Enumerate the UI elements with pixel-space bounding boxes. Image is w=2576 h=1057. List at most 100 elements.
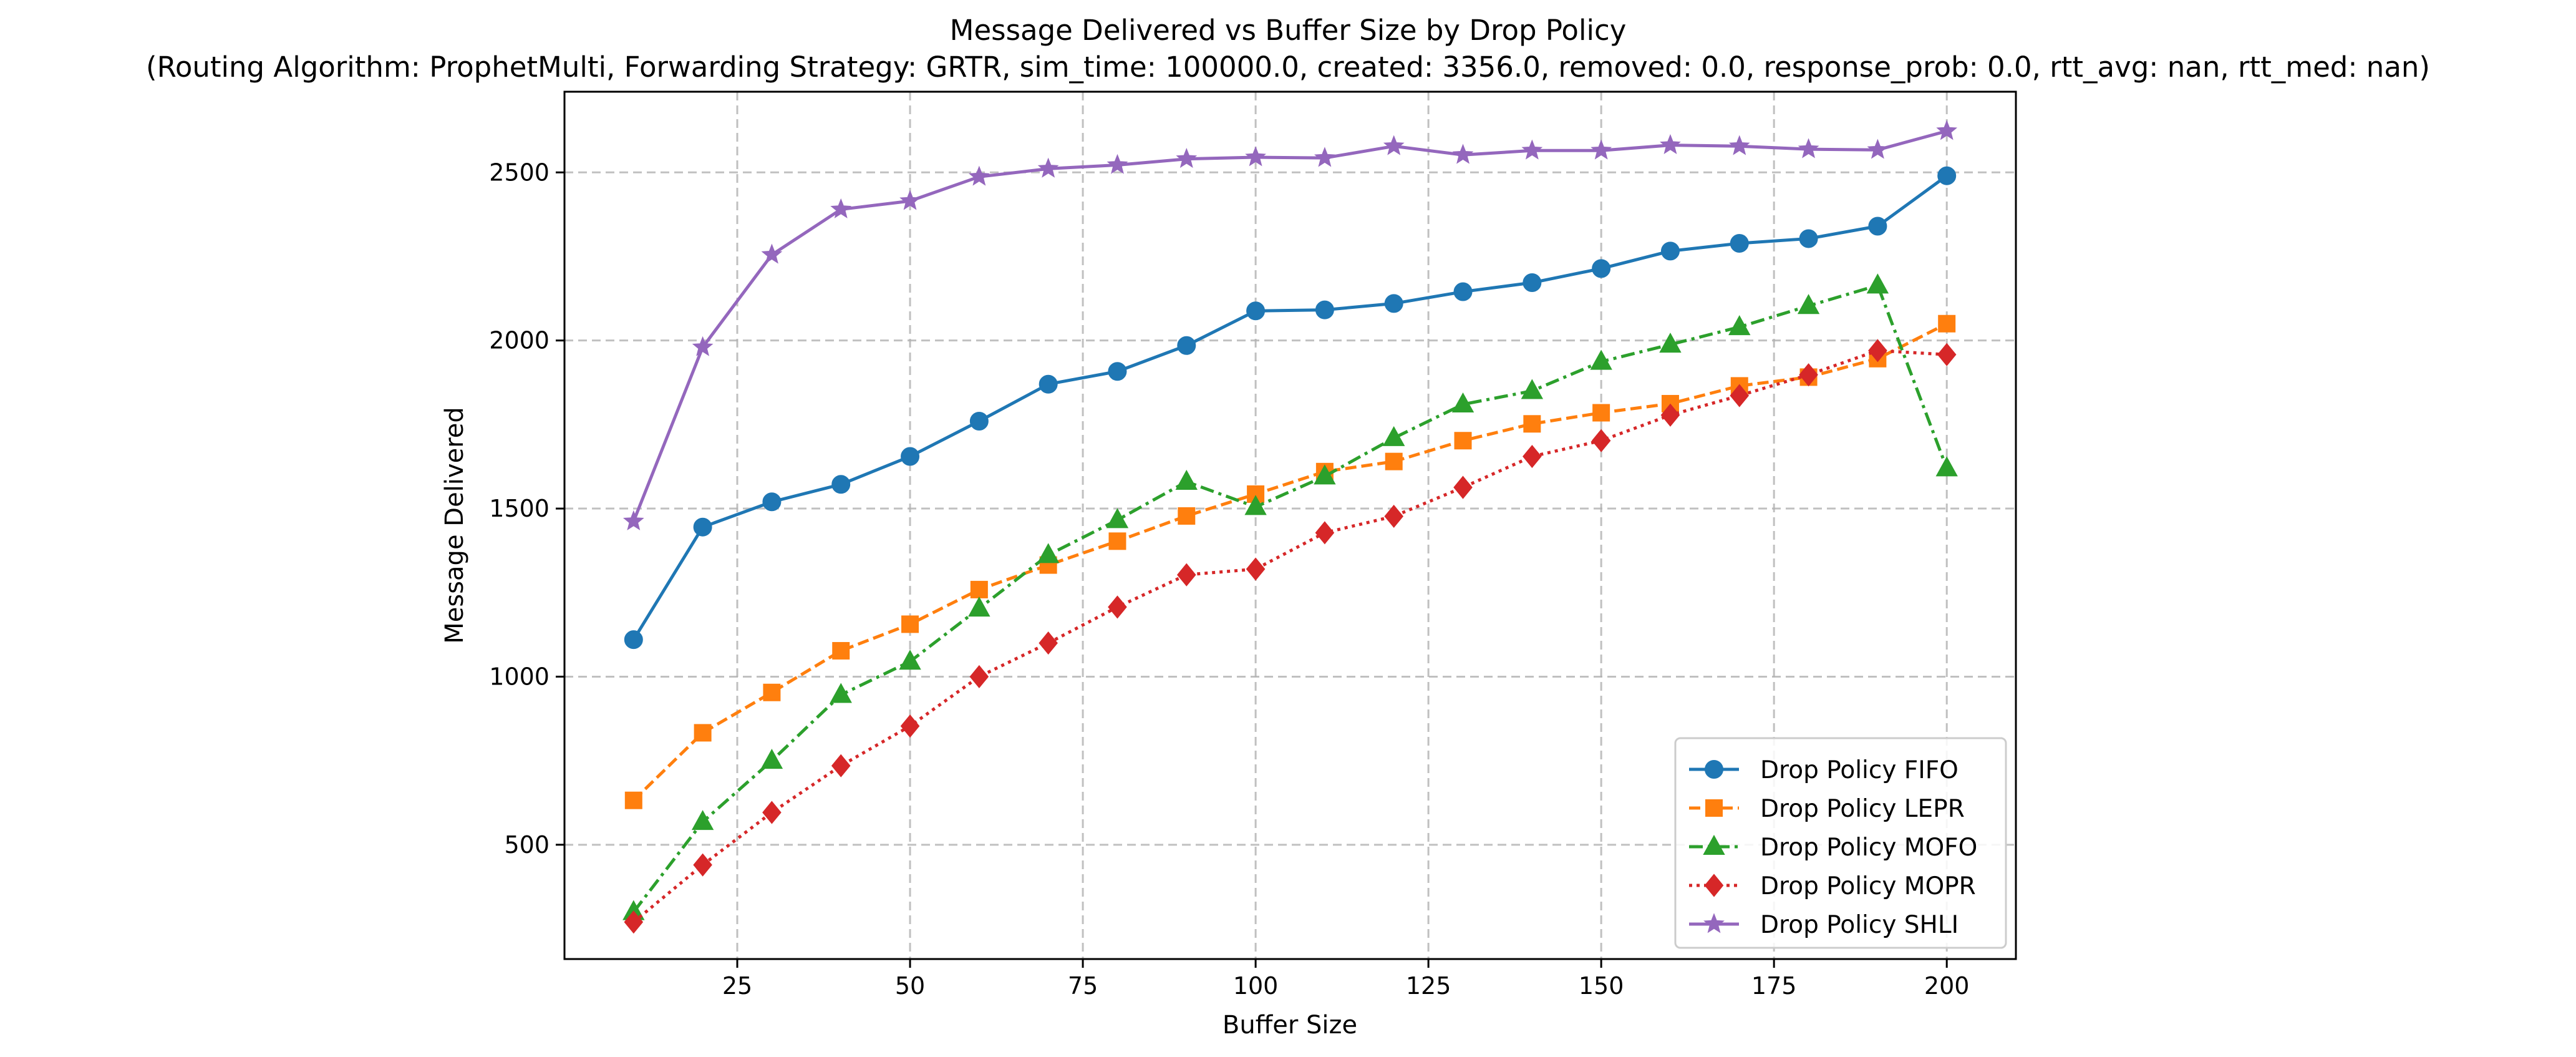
- legend-label: Drop Policy SHLI: [1760, 911, 1959, 939]
- data-point: [1108, 595, 1127, 619]
- data-point: [1798, 138, 1819, 158]
- legend-entry: Drop Policy MOFO: [1689, 834, 1977, 862]
- data-point: [1728, 135, 1750, 155]
- data-point: [1590, 349, 1612, 370]
- legend-marker: [1705, 799, 1723, 817]
- data-point: [1037, 157, 1059, 178]
- y-axis-ticks: 500 1000 1500 2000 2500: [489, 158, 564, 859]
- data-point: [1384, 504, 1404, 528]
- data-point: [1660, 403, 1680, 427]
- data-point: [831, 475, 851, 494]
- series-line: [632, 322, 1948, 802]
- data-point: [1591, 429, 1611, 452]
- chart-title: Message Delivered vs Buffer Size by Drop…: [950, 14, 1627, 47]
- data-point: [1245, 146, 1266, 167]
- series-line: [632, 129, 1947, 522]
- data-point: [1937, 166, 1957, 185]
- data-point: [1660, 134, 1681, 155]
- x-axis-ticks: 25 50 75 100 125 150 175 200: [722, 959, 1970, 1000]
- data-point: [1936, 120, 1958, 140]
- data-point: [1523, 444, 1542, 469]
- data-point: [830, 198, 852, 218]
- data-point: [1935, 456, 1958, 477]
- data-point: [1384, 294, 1403, 313]
- data-point: [1176, 563, 1196, 587]
- data-point: [1037, 543, 1060, 563]
- data-point: [1315, 521, 1335, 545]
- legend: Drop Policy FIFO Drop Policy LEPR Drop Pol…: [1674, 737, 2007, 949]
- data-point: [899, 190, 921, 210]
- legend-marker: [1703, 913, 1725, 933]
- data-point: [901, 615, 919, 633]
- data-point: [1523, 415, 1541, 433]
- data-point: [900, 714, 920, 738]
- data-point: [1178, 507, 1196, 525]
- data-point: [968, 165, 990, 186]
- legend-entry: Drop Policy SHLI: [1689, 911, 1959, 939]
- data-point: [1453, 475, 1473, 499]
- x-tick-label: 200: [1924, 972, 1970, 1000]
- data-point: [1523, 273, 1542, 293]
- series-drop-policy-mofo: [622, 273, 1958, 920]
- y-tick-label: 2000: [489, 327, 550, 354]
- data-point: [1246, 301, 1266, 321]
- legend-marker: [1704, 874, 1724, 897]
- data-point: [691, 810, 714, 830]
- x-tick-label: 25: [722, 972, 752, 1000]
- data-point: [762, 492, 782, 512]
- x-tick-label: 75: [1068, 972, 1098, 1000]
- x-tick-label: 175: [1751, 972, 1797, 1000]
- data-point: [694, 724, 712, 742]
- x-tick-label: 100: [1233, 972, 1279, 1000]
- data-point: [693, 853, 712, 877]
- data-point: [1315, 300, 1334, 319]
- legend-box: [1674, 737, 2007, 949]
- data-point: [1867, 139, 1889, 159]
- x-tick-label: 50: [895, 972, 925, 1000]
- data-point: [1246, 557, 1266, 581]
- y-tick-label: 500: [504, 831, 550, 859]
- x-gridlines: [736, 92, 1948, 959]
- legend-entry: Drop Policy LEPR: [1689, 795, 1965, 823]
- data-point: [969, 411, 989, 431]
- data-point: [969, 665, 989, 689]
- series-drop-policy-mopr: [624, 339, 1957, 934]
- data-point: [1383, 426, 1405, 446]
- data-point: [624, 630, 643, 650]
- data-point: [1730, 233, 1749, 253]
- data-point: [1866, 273, 1889, 294]
- data-point: [1106, 153, 1128, 174]
- data-point: [1592, 259, 1611, 278]
- data-point: [1385, 452, 1403, 470]
- series-drop-policy-shli: [622, 120, 1958, 530]
- data-point: [1728, 315, 1751, 336]
- legend-entry: Drop Policy MOPR: [1689, 872, 1976, 900]
- data-point: [1451, 392, 1474, 413]
- series-line: [632, 349, 1947, 923]
- x-tick-label: 125: [1406, 972, 1451, 1000]
- data-point: [1592, 404, 1610, 422]
- data-point: [692, 336, 714, 356]
- y-tick-label: 2500: [489, 158, 550, 186]
- data-point: [761, 243, 783, 264]
- data-point: [622, 510, 644, 530]
- data-point: [624, 910, 644, 934]
- y-tick-label: 1500: [489, 495, 550, 522]
- data-point: [970, 580, 988, 598]
- series-line: [632, 283, 1949, 913]
- legend-label: Drop Policy MOFO: [1760, 834, 1977, 862]
- data-point: [1244, 495, 1267, 515]
- x-tick-label: 150: [1579, 972, 1624, 1000]
- data-point: [1797, 294, 1820, 314]
- series-line: [632, 174, 1948, 641]
- y-axis-label: Message Delivered: [440, 407, 469, 644]
- series-drop-policy-fifo: [624, 166, 1957, 650]
- y-tick-label: 1000: [489, 663, 550, 690]
- data-point: [1452, 144, 1474, 164]
- chart-subtitle: (Routing Algorithm: ProphetMulti, Forwar…: [146, 51, 2430, 84]
- legend-entry: Drop Policy FIFO: [1689, 756, 1959, 784]
- data-point: [1175, 469, 1198, 490]
- data-point: [832, 641, 850, 660]
- data-point: [1383, 135, 1405, 155]
- legend-marker: [1703, 834, 1725, 855]
